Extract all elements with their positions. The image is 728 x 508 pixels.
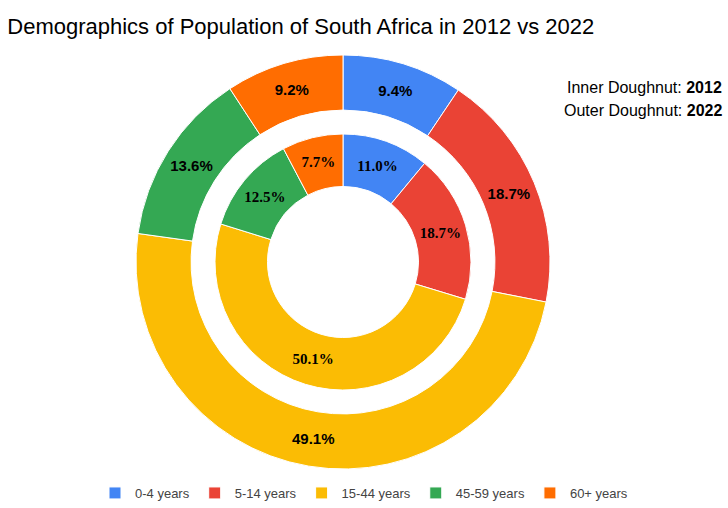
svg-text:Outer Doughnut: 2022: Outer Doughnut: 2022 bbox=[564, 102, 722, 119]
svg-text:7.7%: 7.7% bbox=[301, 154, 335, 170]
svg-text:60+ years: 60+ years bbox=[570, 486, 628, 501]
svg-text:15-44 years: 15-44 years bbox=[342, 486, 411, 501]
svg-text:12.5%: 12.5% bbox=[244, 189, 285, 205]
svg-text:50.1%: 50.1% bbox=[292, 351, 333, 367]
svg-text:0-4 years: 0-4 years bbox=[135, 486, 190, 501]
svg-text:9.2%: 9.2% bbox=[275, 81, 309, 98]
svg-text:Demographics of Population of: Demographics of Population of South Afri… bbox=[7, 14, 594, 39]
svg-text:18.7%: 18.7% bbox=[488, 185, 531, 202]
svg-text:49.1%: 49.1% bbox=[292, 430, 335, 447]
svg-text:5-14 years: 5-14 years bbox=[235, 486, 297, 501]
svg-text:Inner Doughnut: 2012: Inner Doughnut: 2012 bbox=[567, 79, 722, 96]
svg-text:13.6%: 13.6% bbox=[170, 157, 213, 174]
svg-text:9.4%: 9.4% bbox=[378, 82, 412, 99]
svg-text:11.0%: 11.0% bbox=[357, 158, 397, 174]
svg-text:45-59 years: 45-59 years bbox=[456, 486, 525, 501]
svg-text:18.7%: 18.7% bbox=[420, 225, 461, 241]
